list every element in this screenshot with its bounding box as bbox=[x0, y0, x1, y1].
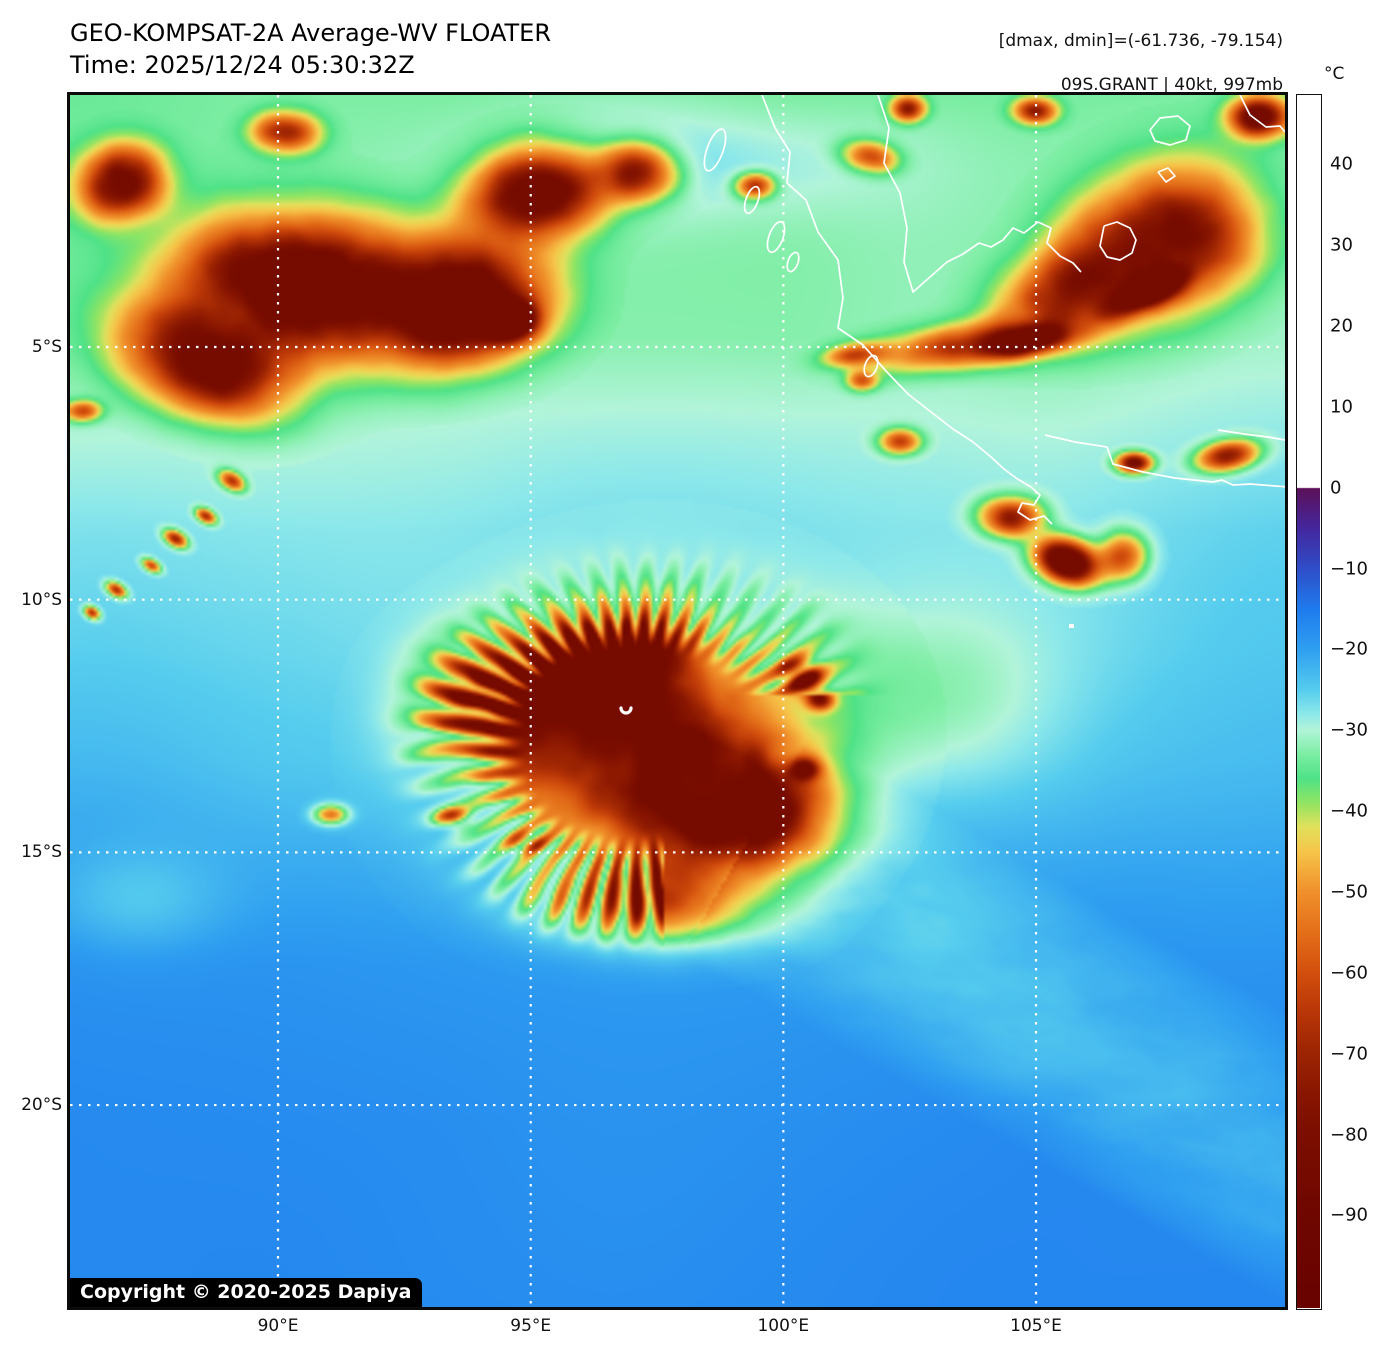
coastline-path bbox=[761, 95, 1053, 525]
coastline-path bbox=[1044, 434, 1285, 488]
copyright-badge: Copyright © 2020-2025 Dapiya bbox=[70, 1278, 423, 1307]
lon-tick-label: 105°E bbox=[1010, 1316, 1062, 1336]
coastlines bbox=[703, 95, 1285, 525]
colorbar-tick-label: −90 bbox=[1330, 1204, 1368, 1226]
coastline-path bbox=[1099, 221, 1137, 261]
annotation-block: [dmax, dmin]=(-61.736, -79.154) 09S.GRAN… bbox=[999, 30, 1283, 96]
lon-tick-label: 90°E bbox=[257, 1316, 299, 1336]
colorbar-tick-label: −80 bbox=[1330, 1124, 1368, 1146]
lon-tick-label: 95°E bbox=[510, 1316, 552, 1336]
page-title: GEO-KOMPSAT-2A Average-WV FLOATER bbox=[70, 19, 552, 47]
timestamp-label: Time: 2025/12/24 05:30:32Z bbox=[70, 51, 415, 79]
island-outline bbox=[766, 220, 786, 254]
coastline-path bbox=[1157, 167, 1176, 183]
coastline-path bbox=[1217, 429, 1285, 441]
water-vapor-canvas bbox=[70, 95, 1285, 1307]
coastline-path bbox=[1239, 95, 1285, 133]
colorbar-tick-label: −40 bbox=[1330, 800, 1368, 822]
colorbar-tick-label: 40 bbox=[1330, 153, 1353, 175]
colorbar-tick-label: −50 bbox=[1330, 881, 1368, 903]
colorbar-tick-label: −10 bbox=[1330, 558, 1368, 580]
map-overlay bbox=[70, 95, 1285, 1307]
storm-center-marker bbox=[619, 624, 1074, 715]
lat-tick-label: 15°S bbox=[21, 842, 62, 863]
cyclone-position-icon bbox=[619, 706, 633, 715]
island-outline bbox=[743, 185, 761, 215]
satellite-map-panel: Copyright © 2020-2025 Dapiya bbox=[67, 92, 1288, 1310]
colorbar-tick-label: 20 bbox=[1330, 315, 1353, 337]
white-speck-artifact bbox=[1069, 624, 1074, 628]
colorbar-canvas bbox=[1297, 95, 1320, 1308]
island-outline bbox=[703, 128, 727, 172]
colorbar-tick-label: 0 bbox=[1330, 477, 1342, 499]
lat-tick-label: 5°S bbox=[31, 336, 62, 357]
lon-tick-label: 100°E bbox=[757, 1316, 810, 1336]
colorbar-tick-label: 10 bbox=[1330, 396, 1353, 418]
colorbar-tick-label: −60 bbox=[1330, 962, 1368, 984]
graticule-gridlines bbox=[70, 95, 1285, 1307]
lat-tick-label: 10°S bbox=[21, 589, 62, 610]
island-outline bbox=[786, 251, 800, 273]
temperature-colorbar bbox=[1296, 94, 1322, 1310]
colorbar-tick-label: −30 bbox=[1330, 719, 1368, 741]
island-outline bbox=[863, 354, 879, 378]
colorbar-unit-label: °C bbox=[1324, 64, 1345, 84]
annotation-dmax-dmin: [dmax, dmin]=(-61.736, -79.154) bbox=[998, 31, 1283, 51]
lat-tick-label: 20°S bbox=[21, 1095, 62, 1116]
colorbar-tick-label: −70 bbox=[1330, 1043, 1368, 1065]
coastline-path bbox=[1149, 115, 1191, 146]
colorbar-tick-label: 30 bbox=[1330, 234, 1353, 256]
coastline-path bbox=[877, 95, 1082, 293]
colorbar-tick-label: −20 bbox=[1330, 638, 1368, 660]
annotation-storm-info: 09S.GRANT | 40kt, 997mb bbox=[1060, 75, 1283, 95]
